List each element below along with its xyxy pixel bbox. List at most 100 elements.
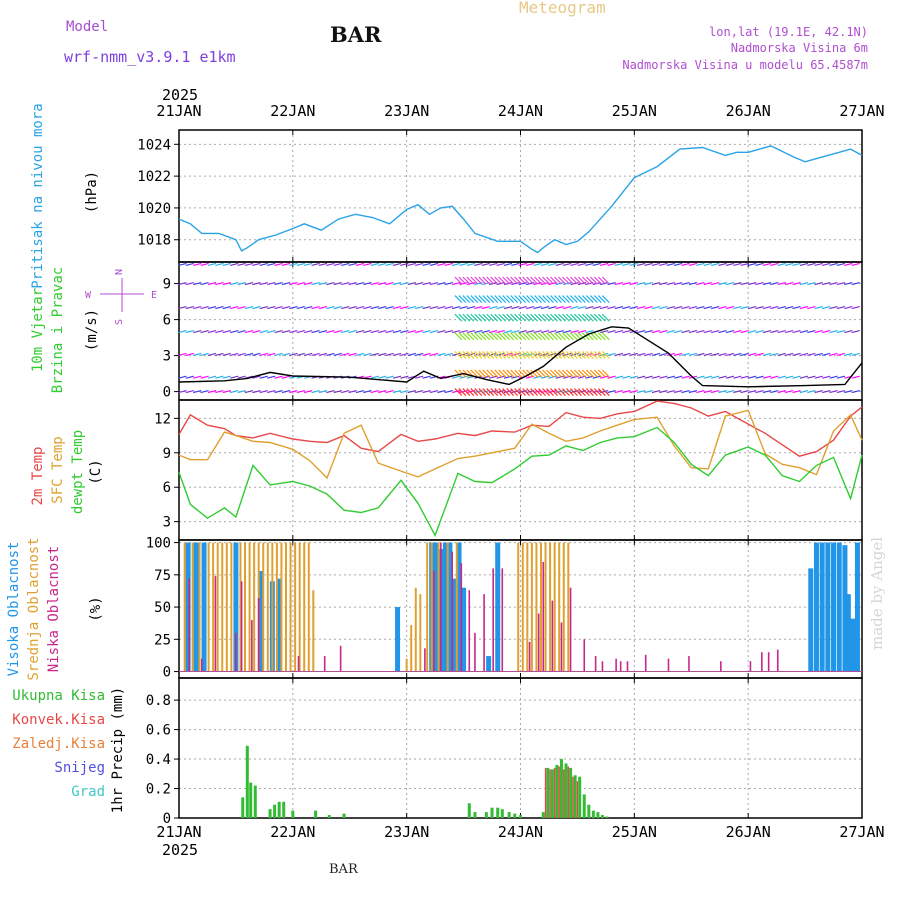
wind-arrow [237,282,246,286]
chart-subtitle: Meteogram [519,0,606,17]
wind-arrow [482,276,491,285]
wind-arrow [370,330,379,334]
y-tick-label: 1022 [137,169,171,185]
wind-arrow [836,375,846,379]
wind-arrow [207,262,217,266]
wind-arrow [681,282,690,286]
wind-arrow [851,262,860,266]
low-cloud-bar [749,661,752,672]
wind-arrow [498,369,507,378]
wind-arrow [593,295,602,304]
wind-arrow [518,330,527,334]
wind-arrow [511,352,520,356]
wind-arrow [555,375,564,379]
total-precip-bar [314,810,318,818]
x-tick-label-top: 26JAN [726,102,771,120]
wind-arrow [681,330,690,334]
wind-arrow [458,332,467,341]
wind-arrow [490,276,499,285]
wind-arrow [725,330,735,334]
wind-arrow [566,369,574,378]
wind-arrow [510,350,519,359]
wind-arrow [498,313,507,322]
temp2m-label: 2m Temp [30,446,46,505]
wind-arrow [200,352,209,356]
wind-arrow [540,262,550,266]
wind-arrow [585,276,594,285]
wind-arrow [637,306,646,310]
wind-arrow [244,282,254,286]
wind-arrow [581,369,590,378]
wind-arrow [444,282,453,286]
high-cloud-bar [395,607,401,672]
wind-arrow [207,306,217,310]
high-cloud-bar [819,542,825,672]
wind-arrow [785,282,794,286]
wind-arrow [486,276,495,285]
pressure-line [178,145,863,254]
wind-arrow [622,306,631,310]
wind-arrow [486,369,495,378]
wind-arrow [518,313,527,322]
wind-arrow [659,262,668,266]
wind-arrow [363,306,372,310]
y-tick-label: 25 [154,632,171,648]
wind-arrow [274,390,283,394]
wind-arrow [385,306,394,310]
x-tick-label-bottom: 26JAN [726,823,771,841]
wind-arrow [506,369,515,378]
wind-arrow [762,262,772,266]
wind-arrow [577,332,586,341]
wind-arrow [514,313,523,322]
wind-arrow [644,375,653,379]
x-tick-label-top: 21JAN [156,102,201,120]
wind-arrow [607,262,616,266]
total-precip-bar [541,812,545,818]
wind-arrow [363,262,372,266]
wind-arrow [733,352,742,356]
wind-arrow [526,332,535,341]
wind-arrow [267,306,276,310]
wind-arrow [311,282,320,286]
conv-precip-bar [553,767,556,818]
wind-arrow [593,388,602,397]
wind-arrow [470,350,479,359]
high-cloud-bar [495,542,501,672]
wind-arrow [688,330,698,334]
wind-arrow [482,388,491,397]
wind-arrow [452,282,461,286]
wind-arrow [518,350,527,359]
wind-arrow [526,388,535,397]
wind-arrow [506,388,515,397]
wind-arrow [378,306,387,310]
wind-arrow [385,375,394,379]
high-cloud-label: Visoka Oblacnost [6,542,22,677]
wind-arrow [777,352,786,356]
total-precip-bar [564,763,568,818]
wind-arrow [466,313,475,322]
total-precip-bar [490,807,494,818]
wind-arrow [522,388,531,397]
wind-arrow [462,388,471,397]
wind-arrow [799,282,809,286]
wind-arrow [566,313,574,322]
wind-arrow [259,390,268,394]
wind-arrow [444,330,453,334]
wind-arrow [407,330,416,334]
wind-arrow [193,306,202,310]
wind-arrow [200,282,209,286]
wind-arrow [836,352,846,356]
wind-arrow [400,375,409,379]
wind-arrow [289,282,298,286]
wind-arrow [542,388,550,397]
wind-arrow [333,352,342,356]
wind-arrow [458,313,467,322]
total-precip-bar [569,767,573,818]
wind-arrow [514,350,523,359]
wind-arrow [718,262,727,266]
wind-arrow [644,282,653,286]
wind-arrow [407,352,416,356]
wind-arrow [281,390,291,394]
wind-arrow [681,262,690,266]
wind-arrow [496,375,505,379]
